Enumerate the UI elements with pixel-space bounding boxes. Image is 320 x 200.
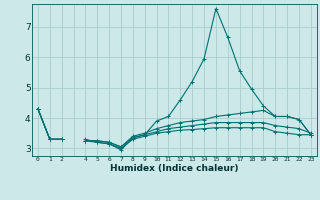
X-axis label: Humidex (Indice chaleur): Humidex (Indice chaleur) xyxy=(110,164,239,173)
